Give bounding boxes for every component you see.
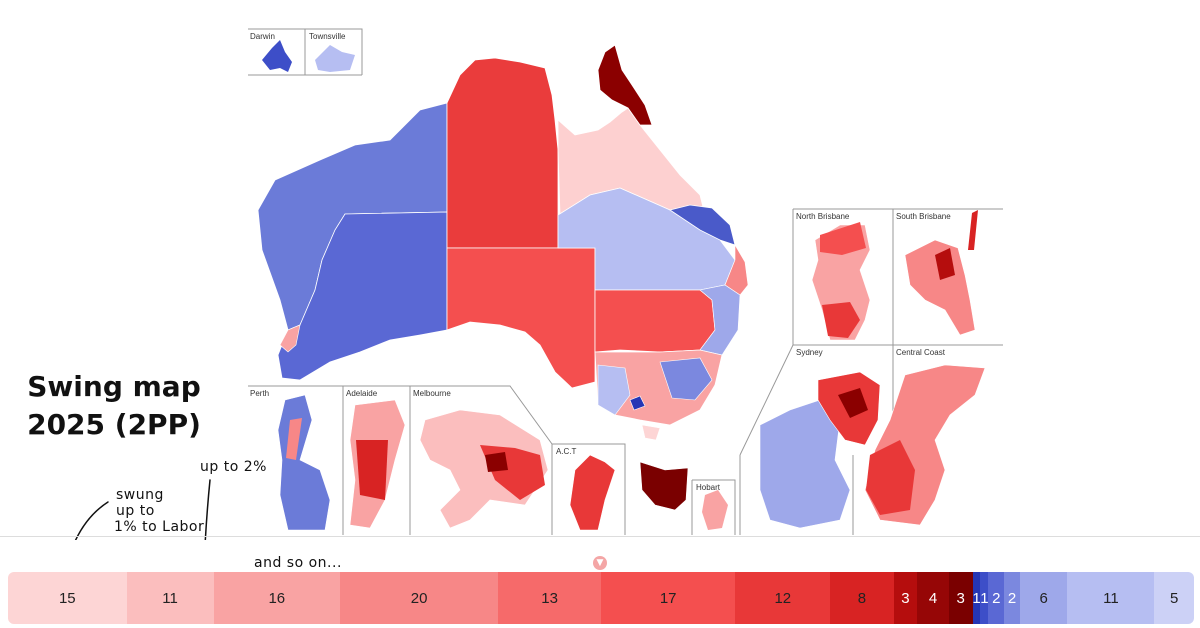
legend-segment[interactable]: 11 [1067, 572, 1155, 624]
annotation-one-pct: 1% to Labor [114, 519, 205, 535]
annotation-and-so-on: and so on... [254, 555, 342, 571]
australia-map [61, 28, 1003, 567]
inset-label-adelaide: Adelaide [346, 389, 378, 398]
inset-label-perth: Perth [250, 389, 270, 398]
page-title: Swing map 2025 (2PP) [27, 370, 201, 441]
annotation-up-to: up to [116, 503, 155, 519]
inset-perth-red [286, 418, 302, 460]
region-sa [446, 247, 596, 389]
legend-segment[interactable]: 6 [1020, 572, 1068, 624]
inset-label-north-brisbane: North Brisbane [796, 212, 850, 221]
legend-segment[interactable]: 17 [600, 572, 736, 624]
inset-label-central-coast: Central Coast [896, 348, 945, 357]
region-wa-coast [279, 324, 301, 353]
inset-melbourne-dark [485, 452, 508, 472]
inset-central-coast-dark [866, 440, 915, 515]
legend-segment[interactable]: 2 [988, 572, 1005, 624]
inset-label-hobart: Hobart [696, 483, 721, 492]
legend-segment[interactable]: 13 [498, 572, 601, 624]
inset-act-shape [569, 454, 616, 531]
legend-segment[interactable]: 2 [1004, 572, 1020, 624]
inset-south-brisbane-island [968, 210, 978, 250]
inset-north-brisbane-top [820, 222, 866, 255]
inset-townsville-shape [315, 45, 355, 72]
legend-segment[interactable]: 11 [126, 572, 214, 624]
inset-label-south-brisbane: South Brisbane [896, 212, 951, 221]
chevron-down-icon[interactable]: ▼ [593, 556, 607, 570]
legend-segment[interactable]: 5 [1154, 572, 1194, 624]
inset-tasmania-shape [639, 461, 689, 511]
inset-label-act: A.C.T [556, 447, 577, 456]
region-vic-west [597, 364, 631, 416]
region-qld-mid [669, 204, 736, 246]
legend-segment[interactable]: 12 [735, 572, 831, 624]
legend-segment[interactable]: 1 [980, 572, 989, 624]
inset-south-brisbane-shape [904, 239, 976, 336]
region-tas-main [641, 424, 661, 441]
inset-sydney-shape [759, 399, 851, 529]
legend-segment[interactable]: 8 [830, 572, 894, 624]
annotation-swung: swung [116, 487, 164, 503]
inset-darwin-shape [262, 40, 292, 72]
region-nt [446, 57, 559, 249]
region-vic-east [659, 357, 713, 401]
inset-label-sydney: Sydney [796, 348, 823, 357]
legend-divider [0, 536, 1200, 537]
legend-segment[interactable]: 3 [893, 572, 918, 624]
annotation-arrow-1 [67, 501, 109, 561]
legend-bar: 15 11 16 20 13 17 12 8 3 4 3 1 1 2 2 6 11 5 [8, 572, 1194, 624]
legend-segment[interactable]: 20 [340, 572, 499, 624]
inset-melbourne-shape [419, 409, 549, 529]
region-nsw-west [594, 289, 716, 353]
legend-segment[interactable]: 16 [213, 572, 341, 624]
swing-map: Darwin Townsville North Brisbane South B… [61, 28, 1003, 567]
inset-label-melbourne: Melbourne [413, 389, 451, 398]
region-melb-dot [629, 395, 646, 411]
inset-label-darwin: Darwin [250, 32, 275, 41]
inset-perth-shape [277, 394, 331, 531]
inset-south-brisbane-dark [935, 248, 955, 280]
legend-segment[interactable]: 1 [972, 572, 981, 624]
inset-north-brisbane-dark [822, 302, 860, 338]
inset-sydney-dark [838, 388, 868, 418]
annotation-up-to-2: up to 2% [200, 459, 267, 475]
region-wa-south [277, 211, 448, 381]
inset-adelaide-dark [356, 440, 388, 500]
legend-segment[interactable]: 4 [917, 572, 949, 624]
region-qld-cape [597, 44, 653, 126]
legend-segment[interactable]: 15 [8, 572, 127, 624]
inset-label-townsville: Townsville [309, 32, 346, 41]
legend-segment[interactable]: 3 [948, 572, 973, 624]
inset-hobart-shape [702, 490, 728, 530]
annotation-arrow-2 [203, 479, 211, 567]
